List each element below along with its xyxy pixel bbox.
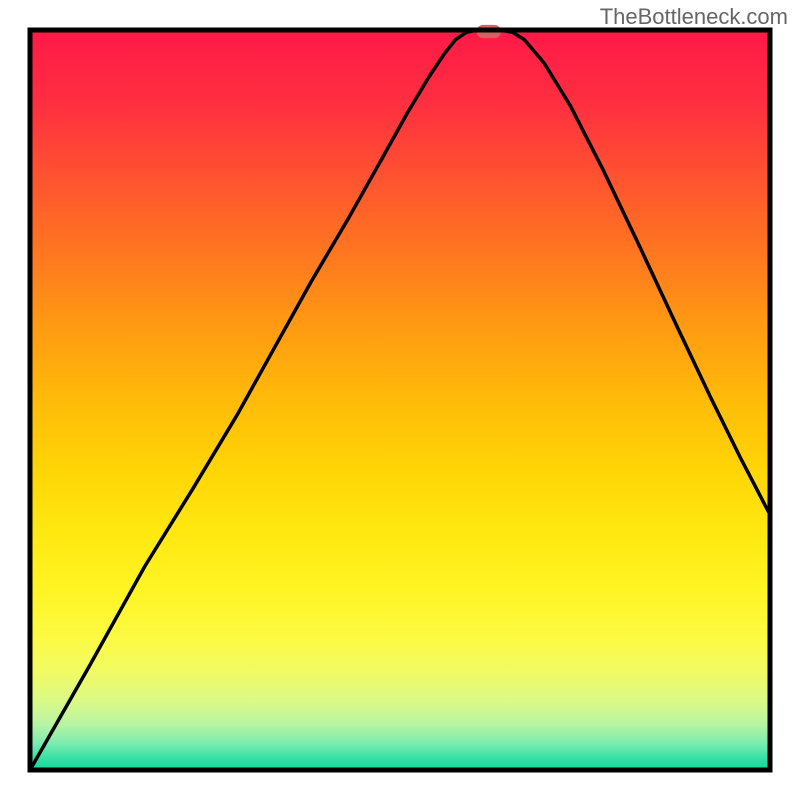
bottleneck-chart: TheBottleneck.com [0, 0, 800, 800]
chart-svg [0, 0, 800, 800]
watermark-text: TheBottleneck.com [600, 4, 788, 30]
